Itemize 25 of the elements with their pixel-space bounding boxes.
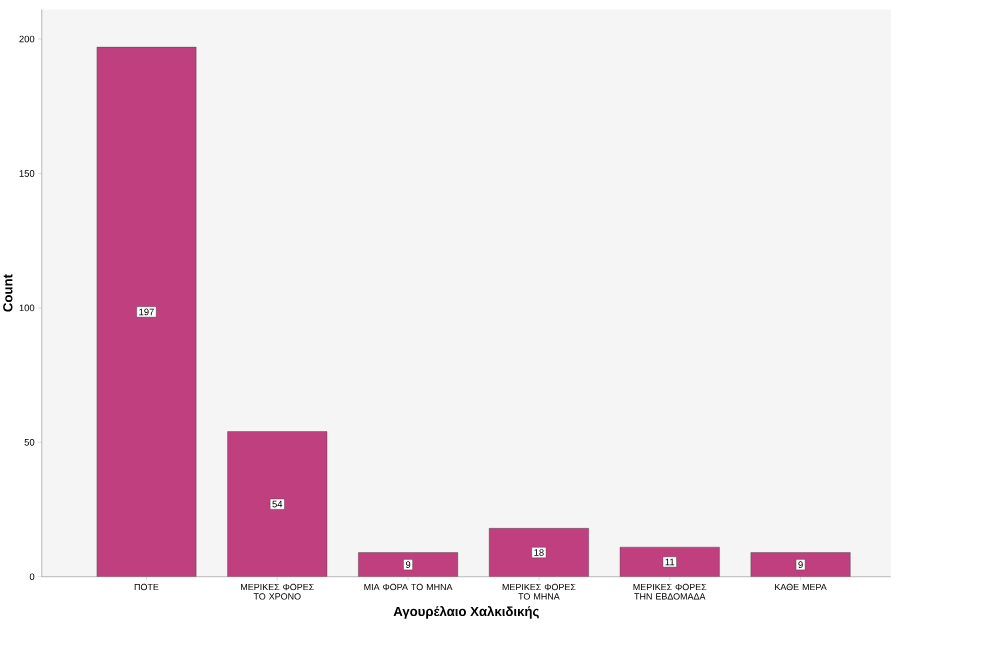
data-label: 9 xyxy=(798,561,803,568)
bar xyxy=(619,546,720,577)
bar xyxy=(227,431,328,577)
y-tick-label: 0 xyxy=(29,573,35,580)
y-axis-title: Count xyxy=(3,274,13,312)
bar xyxy=(750,552,851,577)
x-tick-label: ΜΕΡΙΚΕΣ ΦΟΡΕΣ ΤΟ ΜΗΝΑ xyxy=(502,583,576,600)
x-axis-title: Αγουρέλαιο Χαλκιδικής xyxy=(393,605,539,619)
data-label: 54 xyxy=(272,500,283,508)
y-tick-label: 200 xyxy=(19,35,35,43)
data-label: 197 xyxy=(139,308,154,316)
x-tick-label: ΜΕΡΙΚΕΣ ΦΟΡΕΣ ΤΗΝ ΕΒΔΟΜΑΔΑ xyxy=(633,583,707,600)
data-label: 18 xyxy=(534,549,544,556)
bar xyxy=(96,46,197,577)
data-label: 11 xyxy=(665,558,675,566)
y-tick-label: 50 xyxy=(24,438,35,446)
x-tick-label: ΜΕΡΙΚΕΣ ΦΟΡΕΣ ΤΟ ΧΡΟΝΟ xyxy=(241,583,314,600)
x-tick-label: ΜΙΑ ΦΟΡΑ ΤΟ ΜΗΝΑ xyxy=(364,583,453,591)
y-tick-label: 150 xyxy=(19,170,35,177)
data-label: 9 xyxy=(405,561,411,568)
y-tick-label: 100 xyxy=(19,304,35,312)
x-tick-label: ΠΟΤΕ xyxy=(134,583,159,591)
x-tick-label: ΚΑΘΕ ΜΕΡΑ xyxy=(775,583,827,591)
bar xyxy=(489,528,589,577)
bar xyxy=(358,552,458,577)
